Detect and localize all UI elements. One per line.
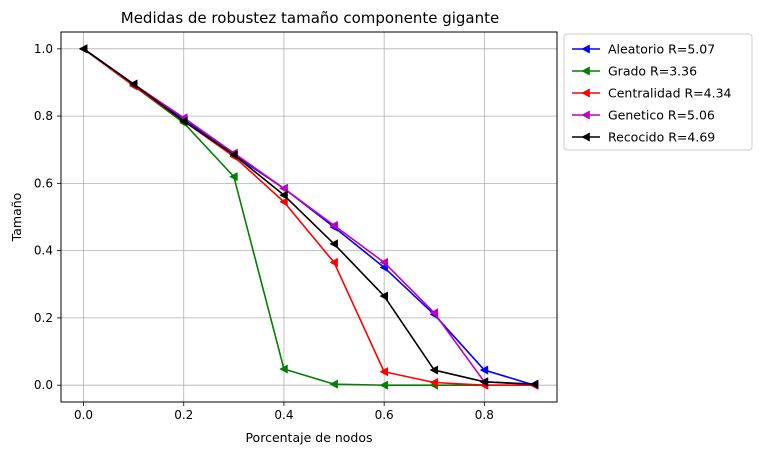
legend-box (563, 33, 753, 151)
data-point-marker (429, 365, 439, 375)
data-point-marker (279, 364, 288, 374)
legend-label: Centralidad R=4.34 (608, 86, 732, 101)
chart-title: Medidas de robustez tamaño componente gi… (121, 9, 500, 27)
data-point-marker (229, 172, 238, 182)
legend-label: Aleatorio R=5.07 (608, 42, 715, 57)
data-point-marker (279, 183, 288, 194)
x-tick-label: 0.8 (475, 408, 494, 422)
legend-label: Recocido R=4.69 (608, 130, 715, 145)
plot-frame (60, 31, 558, 403)
data-point-marker (229, 150, 238, 160)
x-tick-label: 0.4 (274, 408, 293, 422)
y-tick-label: 0.8 (34, 109, 53, 123)
series-line (83, 48, 535, 385)
data-point-marker (279, 197, 288, 207)
legend-swatch-marker (581, 66, 590, 76)
legend-item: Genetico R=5.06 (572, 108, 715, 123)
data-point-marker (279, 190, 288, 200)
data-point-marker (179, 116, 188, 126)
data-point-marker (329, 379, 338, 389)
legend-item: Centralidad R=4.34 (572, 86, 732, 101)
y-tick-label: 1.0 (34, 42, 53, 56)
data-point-marker (379, 257, 388, 268)
series-group (78, 44, 539, 390)
series-line (83, 48, 535, 386)
legend-swatch-marker (581, 110, 590, 120)
legend-item: Recocido R=4.69 (572, 130, 715, 145)
y-tick-label: 0.2 (34, 311, 53, 325)
x-tick-label: 0.6 (375, 408, 394, 422)
series-5 (78, 44, 539, 389)
y-tick-label: 0.6 (34, 176, 53, 190)
y-tick-label: 0.4 (34, 244, 53, 258)
y-axis-label: Tamaño (9, 193, 24, 243)
x-tick-label: 0.2 (174, 408, 193, 422)
ticks: 0.0 0.2 0.4 0.6 0.8 0.0 0.2 0.4 0.6 0.8 1.0 (34, 42, 494, 422)
legend-swatch-marker (581, 88, 590, 98)
data-point-marker (329, 257, 338, 268)
grid (61, 32, 557, 402)
x-axis-label: Porcentaje de nodos (245, 430, 372, 445)
data-point-marker (479, 377, 489, 387)
legend: Aleatorio R=5.07 Grado R=3.36 Centralidad … (563, 33, 753, 151)
legend-label: Genetico R=5.06 (608, 108, 715, 123)
legend-label: Grado R=3.36 (608, 64, 697, 79)
y-tick-label: 0.0 (34, 378, 53, 392)
data-point-marker (78, 44, 88, 54)
data-point-marker (329, 239, 338, 249)
legend-swatch-marker (581, 44, 590, 54)
data-point-marker (379, 291, 388, 301)
data-point-marker (529, 379, 539, 389)
legend-swatch-marker (581, 132, 590, 142)
data-point-marker (429, 308, 439, 318)
legend-item: Grado R=3.36 (572, 64, 697, 79)
data-point-marker (379, 367, 388, 377)
data-point-marker (128, 79, 138, 89)
legend-item: Aleatorio R=5.07 (572, 42, 715, 57)
data-point-marker (429, 377, 439, 388)
x-tick-label: 0.0 (74, 408, 93, 422)
data-point-marker (479, 365, 489, 375)
data-point-marker (329, 220, 338, 231)
data-point-marker (379, 380, 388, 390)
